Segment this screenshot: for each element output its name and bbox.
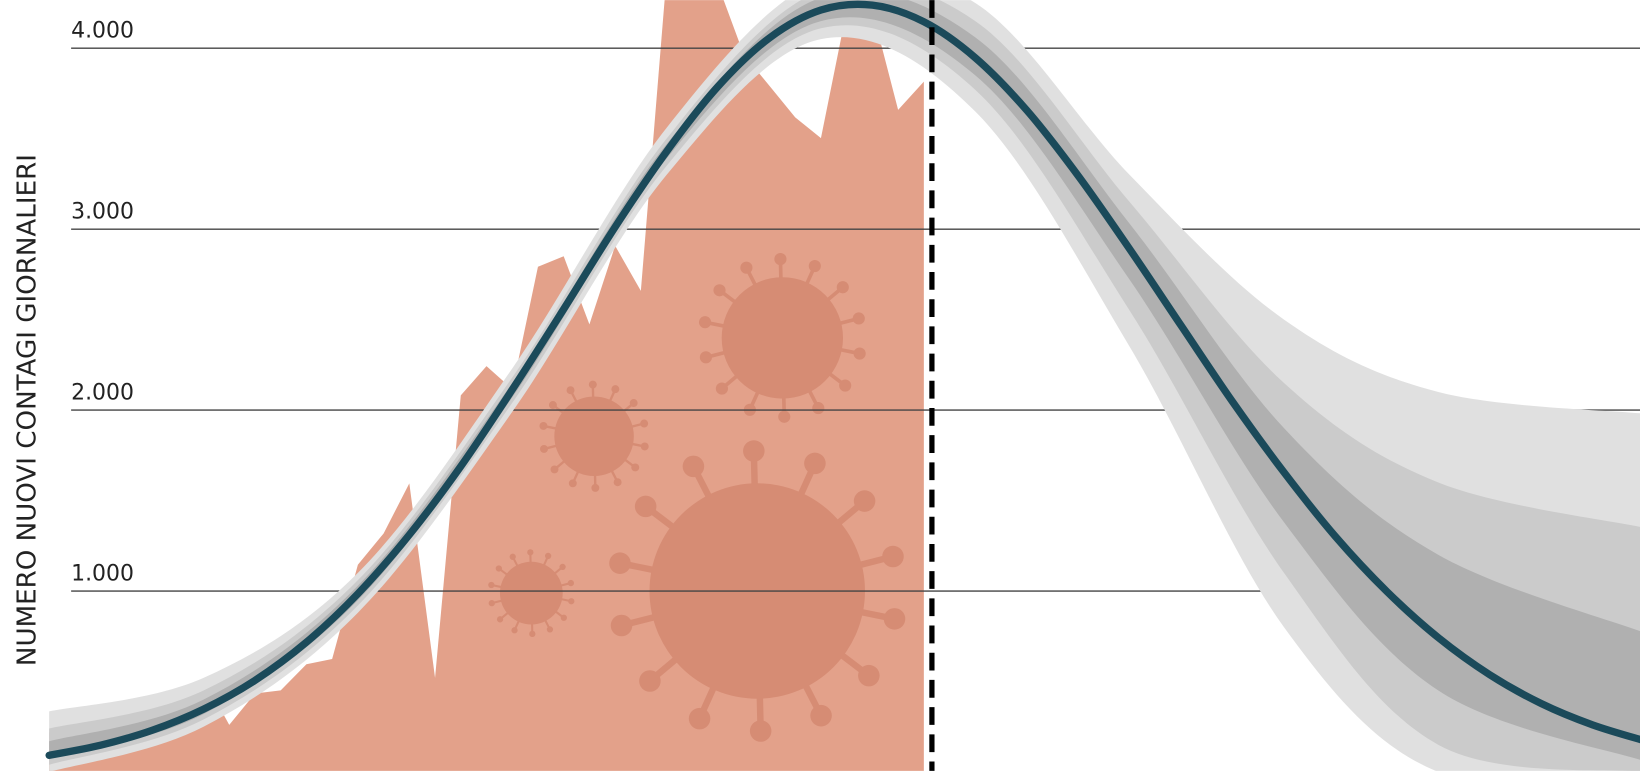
virus-knob xyxy=(540,444,548,453)
virus-knob xyxy=(568,479,577,488)
y-axis-label: NUMERO NUOVI CONTAGI GIORNALIERI xyxy=(13,154,43,666)
virus-knob xyxy=(682,455,705,478)
virus-knob xyxy=(810,704,832,727)
virus-knob xyxy=(539,421,548,430)
virus-knob xyxy=(495,565,502,572)
virus-knob xyxy=(688,707,711,730)
virus-knob xyxy=(836,281,849,294)
virus-knob xyxy=(527,549,534,556)
virus-knob xyxy=(566,386,575,395)
virus-layer xyxy=(488,253,906,742)
virus-knob xyxy=(546,626,554,633)
virus-knob xyxy=(812,402,825,415)
y-tick-label: 3.000 xyxy=(71,200,134,225)
virus-knob xyxy=(550,465,559,474)
line-layer xyxy=(45,0,1640,759)
virus-knob xyxy=(488,600,495,607)
virus-knob xyxy=(548,401,557,409)
y-tick-label: 2.000 xyxy=(71,381,134,406)
virus-knob xyxy=(743,440,765,462)
virus-knob xyxy=(749,720,772,742)
virus-knob xyxy=(804,452,826,475)
virus-knob xyxy=(882,545,904,568)
virus-knob xyxy=(740,261,753,274)
virus-knob xyxy=(631,463,640,472)
virus-knob xyxy=(588,380,597,389)
virus-knob xyxy=(496,616,504,623)
virus-knob xyxy=(640,419,649,428)
confidence-band xyxy=(49,0,1640,760)
virus-knob xyxy=(511,627,518,634)
virus-icon xyxy=(488,549,575,638)
virus-knob xyxy=(559,563,566,571)
virus-knob xyxy=(778,410,791,423)
virus-knob xyxy=(568,598,575,605)
virus-body xyxy=(554,396,634,476)
virus-knob xyxy=(883,608,906,630)
virus-knob xyxy=(698,316,712,329)
virus-knob xyxy=(853,490,876,512)
virus-knob xyxy=(634,495,657,518)
virus-icon xyxy=(698,253,866,423)
band-layer xyxy=(49,0,1640,771)
virus-knob xyxy=(544,552,552,560)
virus-knob xyxy=(529,630,536,638)
virus-knob xyxy=(808,259,821,273)
virus-knob xyxy=(591,483,600,492)
virus-knob xyxy=(488,581,495,589)
virus-knob xyxy=(639,670,661,692)
virus-knob xyxy=(839,379,852,392)
virus-knob xyxy=(611,385,620,394)
y-tick-label: 1.000 xyxy=(71,562,134,587)
virus-knob xyxy=(858,664,880,687)
virus-knob xyxy=(853,347,866,360)
virus-body xyxy=(499,561,563,625)
y-tick-label: 4.000 xyxy=(71,19,134,44)
virus-knob xyxy=(715,382,728,395)
virus-knob xyxy=(713,284,726,297)
virus-knob xyxy=(629,399,638,408)
virus-knob xyxy=(609,552,631,574)
virus-knob xyxy=(699,351,712,364)
virus-knob xyxy=(640,442,649,451)
virus-knob xyxy=(567,579,574,587)
fit-line xyxy=(45,0,1640,759)
virus-body xyxy=(721,277,844,399)
virus-knob xyxy=(774,253,787,266)
virus-knob xyxy=(509,553,516,560)
virus-knob xyxy=(613,478,622,487)
virus-knob xyxy=(852,312,865,325)
virus-icon xyxy=(539,380,649,492)
grid-layer: 1.000 2.000 3.000 4.000 xyxy=(71,19,1640,592)
virus-knob xyxy=(610,614,633,637)
virus-knob xyxy=(560,614,567,621)
